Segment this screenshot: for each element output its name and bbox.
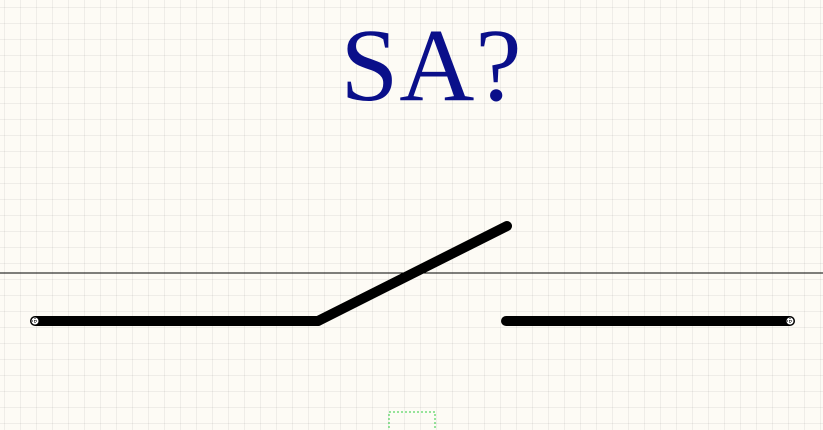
left-pin-hotspot	[30, 316, 40, 326]
right-pin-hotspot	[785, 316, 795, 326]
component-designator[interactable]: SA?	[340, 8, 523, 123]
selection-box	[388, 411, 436, 430]
switch-blade	[313, 221, 512, 326]
